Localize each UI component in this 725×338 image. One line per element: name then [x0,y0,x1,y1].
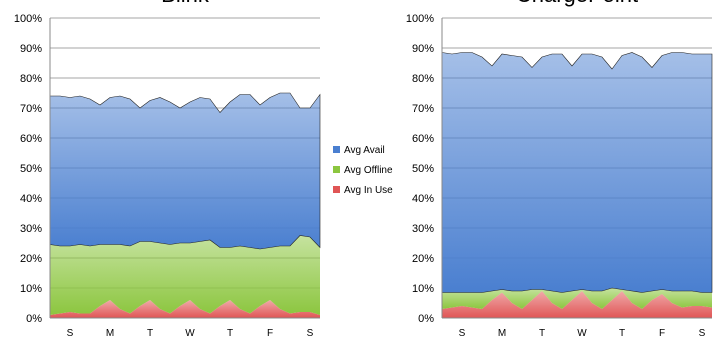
x-tick-label: T [147,328,153,338]
x-tick-label: W [577,328,587,338]
y-tick-label: 90% [20,43,42,55]
x-tick-label: T [539,328,545,338]
y-tick-label: 40% [412,193,434,205]
y-tick-label: 70% [20,103,42,115]
y-tick-label: 20% [412,253,434,265]
y-tick-label: 50% [20,163,42,175]
y-tick-label: 0% [26,313,42,325]
x-tick-label: S [307,328,314,338]
x-tick-label: F [267,328,273,338]
legend-swatch [333,146,340,153]
x-tick-label: F [659,328,665,338]
area [441,52,713,293]
y-tick-label: 60% [20,133,42,145]
area [50,300,320,318]
y-tick-label: 20% [20,253,42,265]
y-tick-label: 10% [20,283,42,295]
chart-title: Blink [161,0,210,7]
area [442,288,712,309]
x-tick-label: S [459,328,466,338]
y-tick-label: 70% [412,103,434,115]
x-tick-label: M [498,328,506,338]
x-tick-label: M [106,328,114,338]
area [442,291,712,318]
y-tick-label: 80% [412,73,434,85]
legend-swatch [333,186,340,193]
y-tick-label: 30% [412,223,434,235]
x-tick-label: T [227,328,233,338]
y-tick-label: 50% [412,163,434,175]
y-tick-label: 80% [20,73,42,85]
y-tick-label: 0% [418,313,434,325]
y-tick-label: 10% [412,283,434,295]
y-tick-label: 100% [14,13,42,25]
legend-label: Avg In Use [344,185,393,196]
area [50,235,320,315]
y-tick-label: 100% [406,13,434,25]
x-tick-label: S [699,328,706,338]
y-tick-label: 30% [20,223,42,235]
x-tick-label: S [67,328,74,338]
y-tick-label: 40% [20,193,42,205]
x-tick-label: T [619,328,625,338]
y-tick-label: 60% [412,133,434,145]
y-tick-label: 90% [412,43,434,55]
legend-label: Avg Avail [344,145,385,156]
legend-swatch [333,166,340,173]
legend-label: Avg Offline [344,165,393,176]
x-tick-label: W [185,328,195,338]
chart-title: ChargePoint [516,0,638,7]
area [49,92,321,250]
